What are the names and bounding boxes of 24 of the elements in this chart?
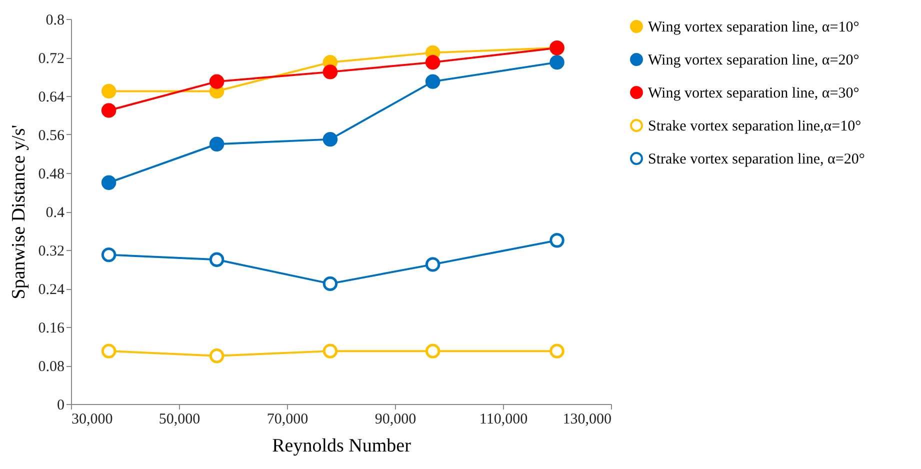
legend-label: Wing vortex separation line, α=20° — [648, 52, 860, 68]
y-tick-label: 0.08 — [38, 359, 64, 375]
legend-label: Strake vortex separation line,α=10° — [648, 118, 862, 134]
y-tick-label: 0.8 — [46, 12, 64, 28]
y-tick-label: 0.64 — [38, 90, 65, 106]
y-axis-title: Spanwise Distance y/s' — [8, 124, 30, 300]
y-tick-label: 0 — [57, 398, 64, 414]
legend-label: Wing vortex separation line, α=10° — [648, 20, 860, 36]
y-tick-label: 0.72 — [38, 51, 64, 67]
x-tick-label: 50,000 — [158, 412, 200, 428]
y-tick-label: 0.32 — [38, 244, 64, 260]
x-axis-title: Reynolds Number — [272, 436, 412, 456]
legend-label: Wing vortex separation line, α=30° — [648, 86, 860, 102]
y-tick-label: 0.56 — [38, 128, 65, 144]
x-tick-label: 70,000 — [266, 412, 308, 428]
x-tick-label: 130,000 — [562, 412, 612, 428]
legend-label: Strake vortex separation line, α=20° — [648, 152, 865, 168]
y-tick-label: 0.24 — [38, 282, 65, 298]
y-tick-label: 0.16 — [38, 320, 65, 336]
x-tick-label: 110,000 — [479, 412, 528, 428]
y-tick-label: 0.48 — [38, 166, 64, 182]
x-tick-label: 30,000 — [72, 412, 113, 428]
y-tick-label: 0.4 — [46, 205, 65, 221]
x-tick-label: 90,000 — [374, 412, 416, 428]
